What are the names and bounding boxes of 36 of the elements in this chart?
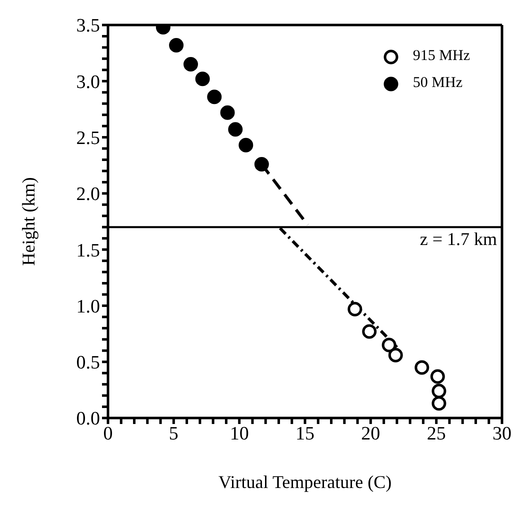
- y-tick-label: 3.5: [76, 16, 100, 37]
- point: [432, 384, 446, 398]
- point: [414, 360, 430, 375]
- point: [430, 369, 445, 384]
- y-tick-label: 3.0: [76, 72, 100, 93]
- x-tick-label: 10: [230, 423, 249, 444]
- point: [238, 138, 254, 152]
- y-tick-label: 0.0: [76, 408, 100, 430]
- point: [254, 156, 269, 172]
- point: [169, 38, 184, 52]
- x-tick-label: 25: [426, 423, 446, 444]
- point: [388, 348, 403, 362]
- y-tick-label: 1.5: [76, 240, 100, 262]
- point: [183, 57, 198, 72]
- legend-label: 915 MHz: [412, 48, 470, 65]
- y-tick-label: 2.5: [76, 128, 100, 150]
- x-tick-label: 20: [361, 423, 380, 444]
- y-axis-title: Height (km): [18, 177, 38, 266]
- y-tick-label: 0.5: [76, 352, 100, 374]
- legend-label: 50 MHz: [412, 75, 462, 92]
- point: [228, 122, 243, 137]
- y-tick-label: 2.0: [76, 184, 100, 206]
- x-tick-label: 15: [296, 423, 314, 444]
- x-tick-label: 30: [492, 423, 512, 444]
- point: [207, 90, 222, 104]
- point: [382, 338, 396, 352]
- x-tick-label: 0: [103, 423, 113, 444]
- point: [348, 302, 362, 316]
- point: [362, 324, 377, 339]
- ref-line-label: z = 1.7 km: [420, 228, 497, 249]
- y-tick-label: 1.0: [76, 296, 100, 318]
- x-axis-title: Virtual Temperature (C): [218, 472, 392, 492]
- x-tick-label: 5: [168, 423, 178, 444]
- point: [195, 72, 210, 86]
- point: [432, 396, 446, 411]
- point: [220, 105, 235, 120]
